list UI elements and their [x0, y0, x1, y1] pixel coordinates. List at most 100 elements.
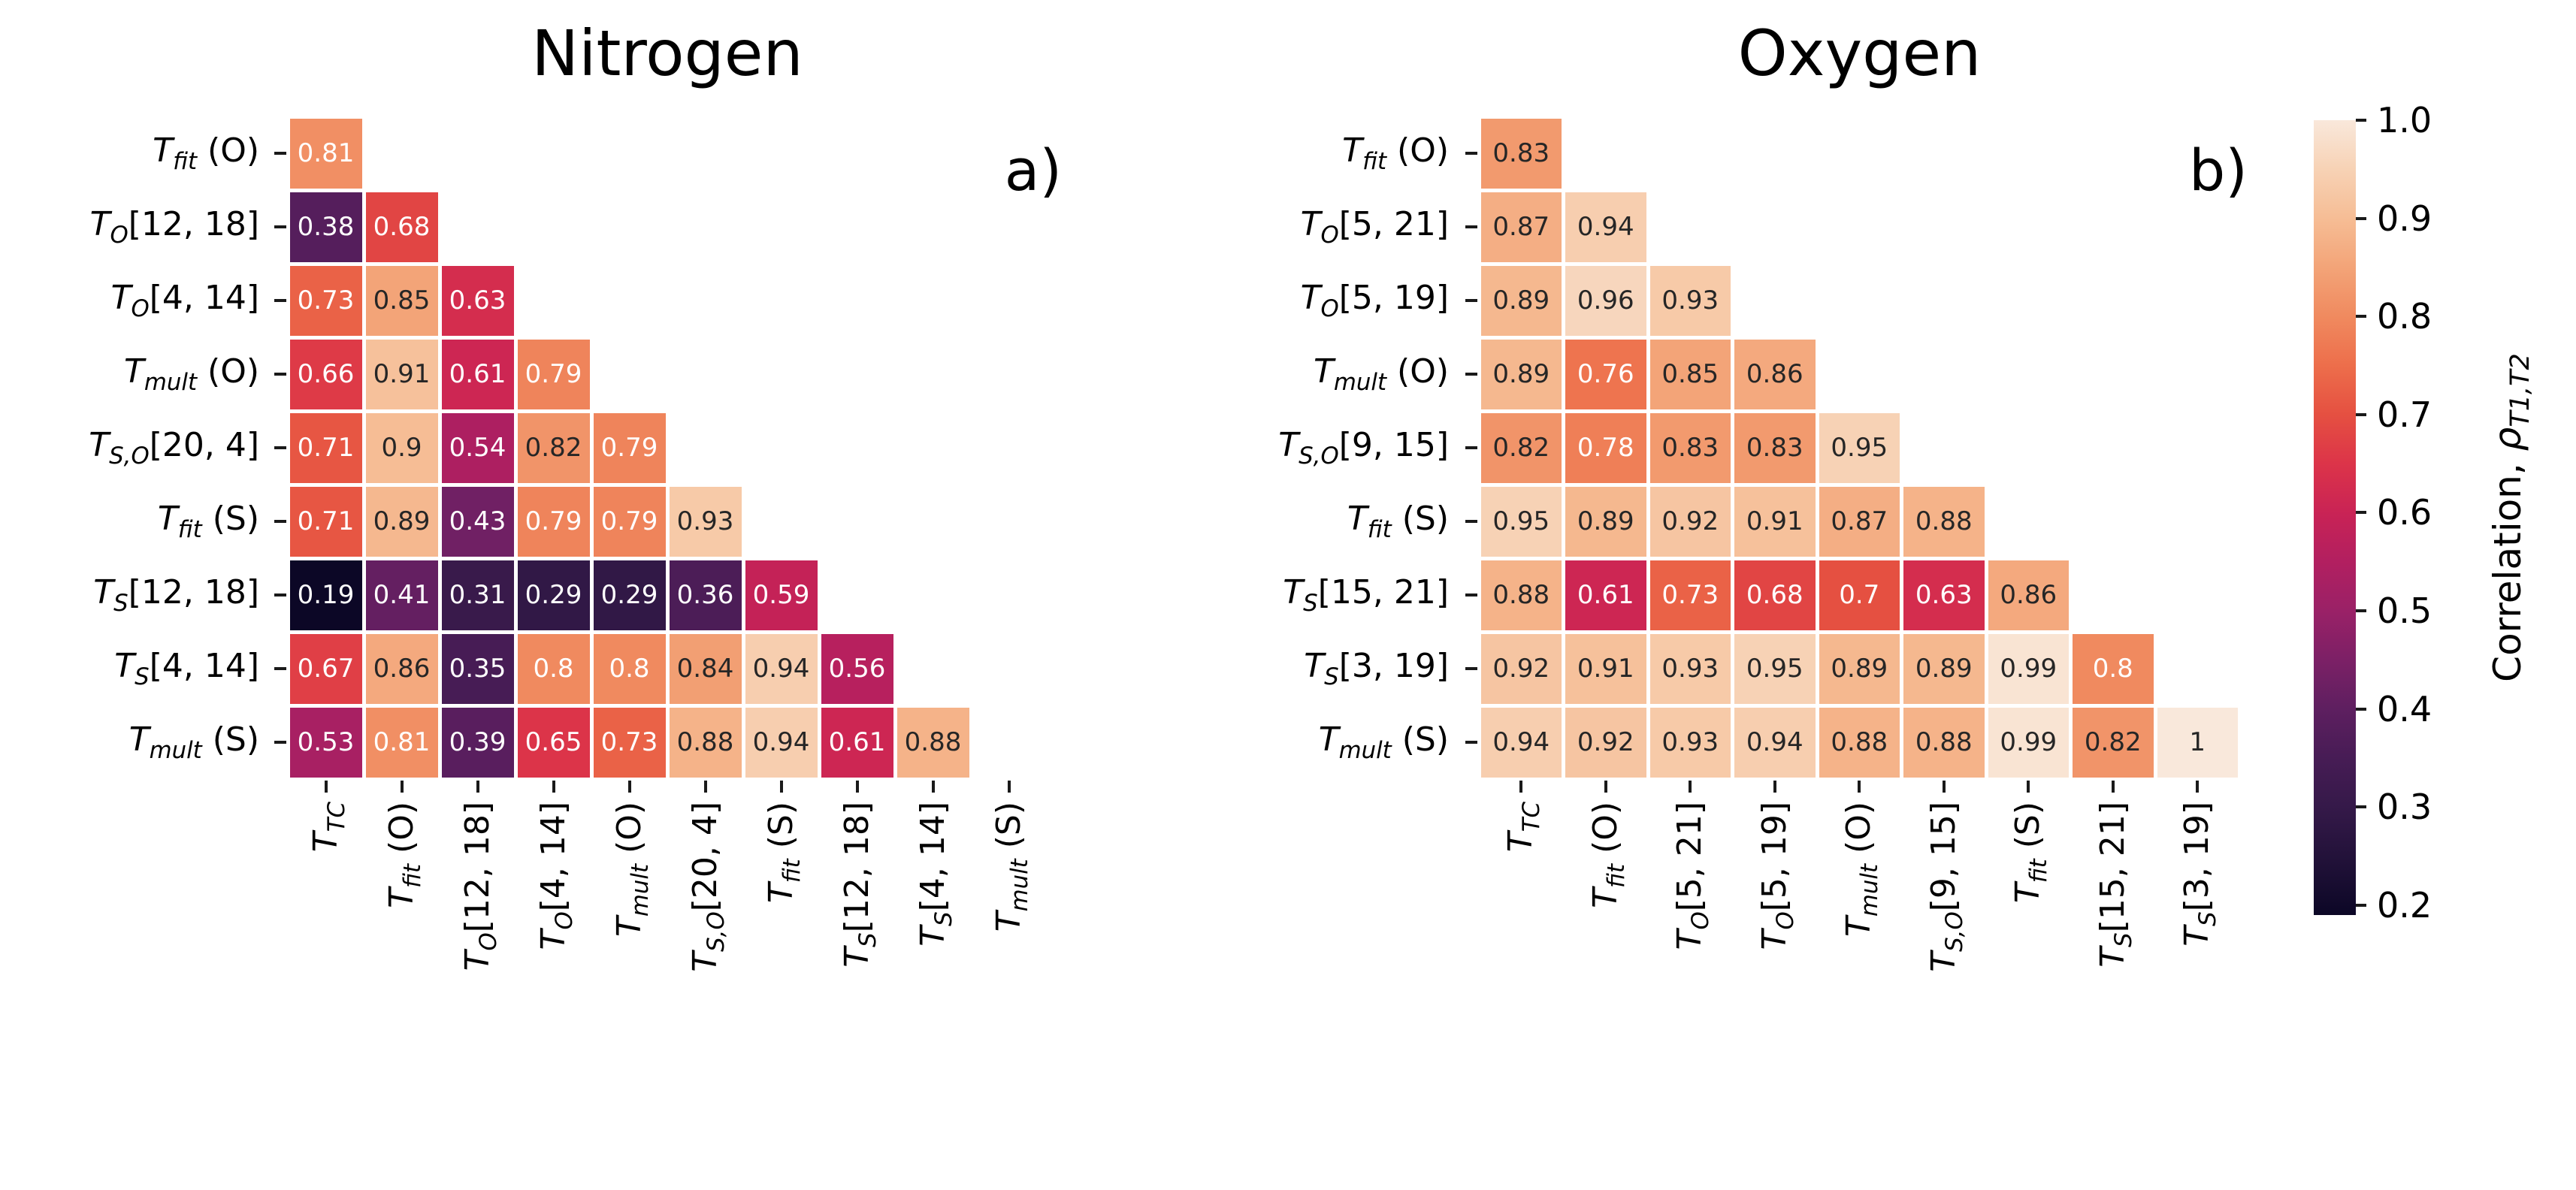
y-axis-label: Tmult (S) — [128, 720, 259, 764]
heatmap-cell: 0.83 — [1649, 412, 1731, 483]
heatmap-cell: 0.61 — [821, 707, 893, 778]
heatmap-cell: 0.95 — [1480, 486, 1562, 557]
x-axis-label: TS,O[9, 15] — [1924, 802, 1968, 972]
x-axis-label: TO[5, 19] — [1755, 802, 1799, 950]
heatmap-cell: 0.31 — [441, 560, 514, 630]
y-axis-label: Tfit (S) — [1347, 500, 1449, 543]
heatmap-cell: 0.88 — [1903, 707, 1985, 778]
heatmap-cell: 0.79 — [593, 486, 666, 557]
x-axis-label: TS,O[20, 4] — [685, 802, 730, 972]
heatmap-cell: 0.99 — [1988, 633, 2069, 704]
heatmap-cell: 0.93 — [669, 486, 742, 557]
colorbar-tick-label: 0.3 — [2377, 787, 2432, 828]
heatmap-cell: 0.94 — [1734, 707, 1816, 778]
x-tick-mark — [1689, 781, 1692, 793]
colorbar-tick-label: 0.8 — [2377, 296, 2432, 337]
colorbar-tick-mark — [2356, 412, 2366, 416]
heatmap-cell: 0.92 — [1565, 707, 1646, 778]
heatmap-cell: 0.86 — [365, 633, 438, 704]
colorbar-tick-mark — [2356, 315, 2366, 319]
heatmap-cell: 0.89 — [1903, 633, 1985, 704]
colorbar-tick-mark — [2356, 511, 2366, 515]
heatmap-cell: 0.81 — [289, 118, 362, 189]
heatmap-cell: 0.36 — [669, 560, 742, 630]
y-axis-label: Tfit (O) — [1342, 131, 1449, 175]
colorbar-tick-label: 0.9 — [2377, 198, 2432, 239]
x-tick-mark — [1773, 781, 1776, 793]
heatmap-cell: 0.88 — [669, 707, 742, 778]
heatmap-cell: 0.71 — [289, 412, 362, 483]
heatmap-cell: 0.85 — [1649, 339, 1731, 409]
title-nitrogen: Nitrogen — [531, 17, 803, 90]
heatmap-cell: 0.8 — [517, 633, 590, 704]
heatmap-cell: 0.87 — [1480, 192, 1562, 262]
y-tick-mark — [1465, 446, 1477, 449]
heatmap-cell: 0.89 — [1565, 486, 1646, 557]
x-axis-label: Tfit (S) — [2009, 802, 2053, 904]
x-tick-mark — [552, 781, 555, 793]
x-tick-mark — [476, 781, 479, 793]
colorbar-label-text: Correlation, — [2486, 451, 2529, 682]
y-axis-label: TO[5, 21] — [1300, 205, 1449, 249]
colorbar-tick-label: 0.7 — [2377, 394, 2432, 435]
heatmap-cell: 0.61 — [441, 339, 514, 409]
y-axis-label: TS,O[9, 15] — [1278, 426, 1449, 470]
heatmap-cell: 0.96 — [1565, 265, 1646, 336]
x-axis-label: TO[4, 14] — [534, 802, 578, 950]
heatmap-cell: 0.63 — [441, 265, 514, 336]
heatmap-cell: 0.92 — [1480, 633, 1562, 704]
heatmap-cell: 0.83 — [1480, 118, 1562, 189]
heatmap-cell: 0.86 — [1734, 339, 1816, 409]
y-axis-label: Tmult (O) — [124, 352, 259, 396]
colorbar-tick-mark — [2356, 805, 2366, 809]
heatmap-cell: 0.81 — [365, 707, 438, 778]
x-axis-label: TS[12, 18] — [837, 802, 881, 968]
heatmap-cell: 0.91 — [365, 339, 438, 409]
y-tick-mark — [1465, 373, 1477, 376]
heatmap-cell: 0.79 — [517, 486, 590, 557]
panel-label-b: b) — [2189, 137, 2248, 204]
heatmap-cell: 0.99 — [1988, 707, 2069, 778]
colorbar-tick-mark — [2356, 707, 2366, 711]
x-axis-label: TO[12, 18] — [458, 802, 502, 971]
y-tick-mark — [274, 373, 286, 376]
x-tick-mark — [324, 781, 328, 793]
x-axis-label: Tfit (O) — [382, 802, 426, 908]
heatmap-cell: 0.82 — [1480, 412, 1562, 483]
y-tick-mark — [1465, 667, 1477, 670]
heatmap-cell: 0.9 — [365, 412, 438, 483]
x-tick-mark — [1519, 781, 1523, 793]
x-tick-mark — [400, 781, 404, 793]
y-axis-label: TS[12, 18] — [93, 573, 259, 617]
heatmap-cell: 0.68 — [365, 192, 438, 262]
x-tick-mark — [2196, 781, 2200, 793]
colorbar-tick-mark — [2356, 609, 2366, 613]
heatmap-cell: 0.66 — [289, 339, 362, 409]
colorbar-tick-label: 0.4 — [2377, 688, 2432, 729]
heatmap-cell: 0.88 — [1819, 707, 1900, 778]
heatmap-cell: 0.95 — [1819, 412, 1900, 483]
x-axis-label: Tfit (S) — [761, 802, 806, 904]
y-axis-label: TS[4, 14] — [114, 647, 259, 690]
heatmap-cell: 0.61 — [1565, 560, 1646, 630]
heatmap-cell: 0.29 — [593, 560, 666, 630]
colorbar-tick-mark — [2356, 903, 2366, 907]
y-tick-mark — [1465, 593, 1477, 597]
x-tick-mark — [779, 781, 783, 793]
heatmap-cell: 0.78 — [1565, 412, 1646, 483]
heatmap-cell: 0.86 — [1988, 560, 2069, 630]
heatmap-cell: 0.93 — [1649, 265, 1731, 336]
colorbar — [2314, 120, 2356, 915]
colorbar-axis-label: Correlation, ρT1,T2 — [2486, 217, 2535, 818]
heatmap-cell: 0.79 — [593, 412, 666, 483]
panel-label-a: a) — [1004, 137, 1062, 204]
y-axis-label: Tfit (O) — [153, 131, 259, 175]
x-axis-label: Tmult (O) — [1840, 802, 1884, 937]
heatmap-cell: 0.19 — [289, 560, 362, 630]
y-axis-label: TO[12, 18] — [89, 205, 259, 249]
y-tick-mark — [1465, 741, 1477, 744]
heatmap-cell: 0.88 — [1480, 560, 1562, 630]
heatmap-cell: 0.68 — [1734, 560, 1816, 630]
heatmap-cell: 0.92 — [1649, 486, 1731, 557]
heatmap-cell: 0.65 — [517, 707, 590, 778]
